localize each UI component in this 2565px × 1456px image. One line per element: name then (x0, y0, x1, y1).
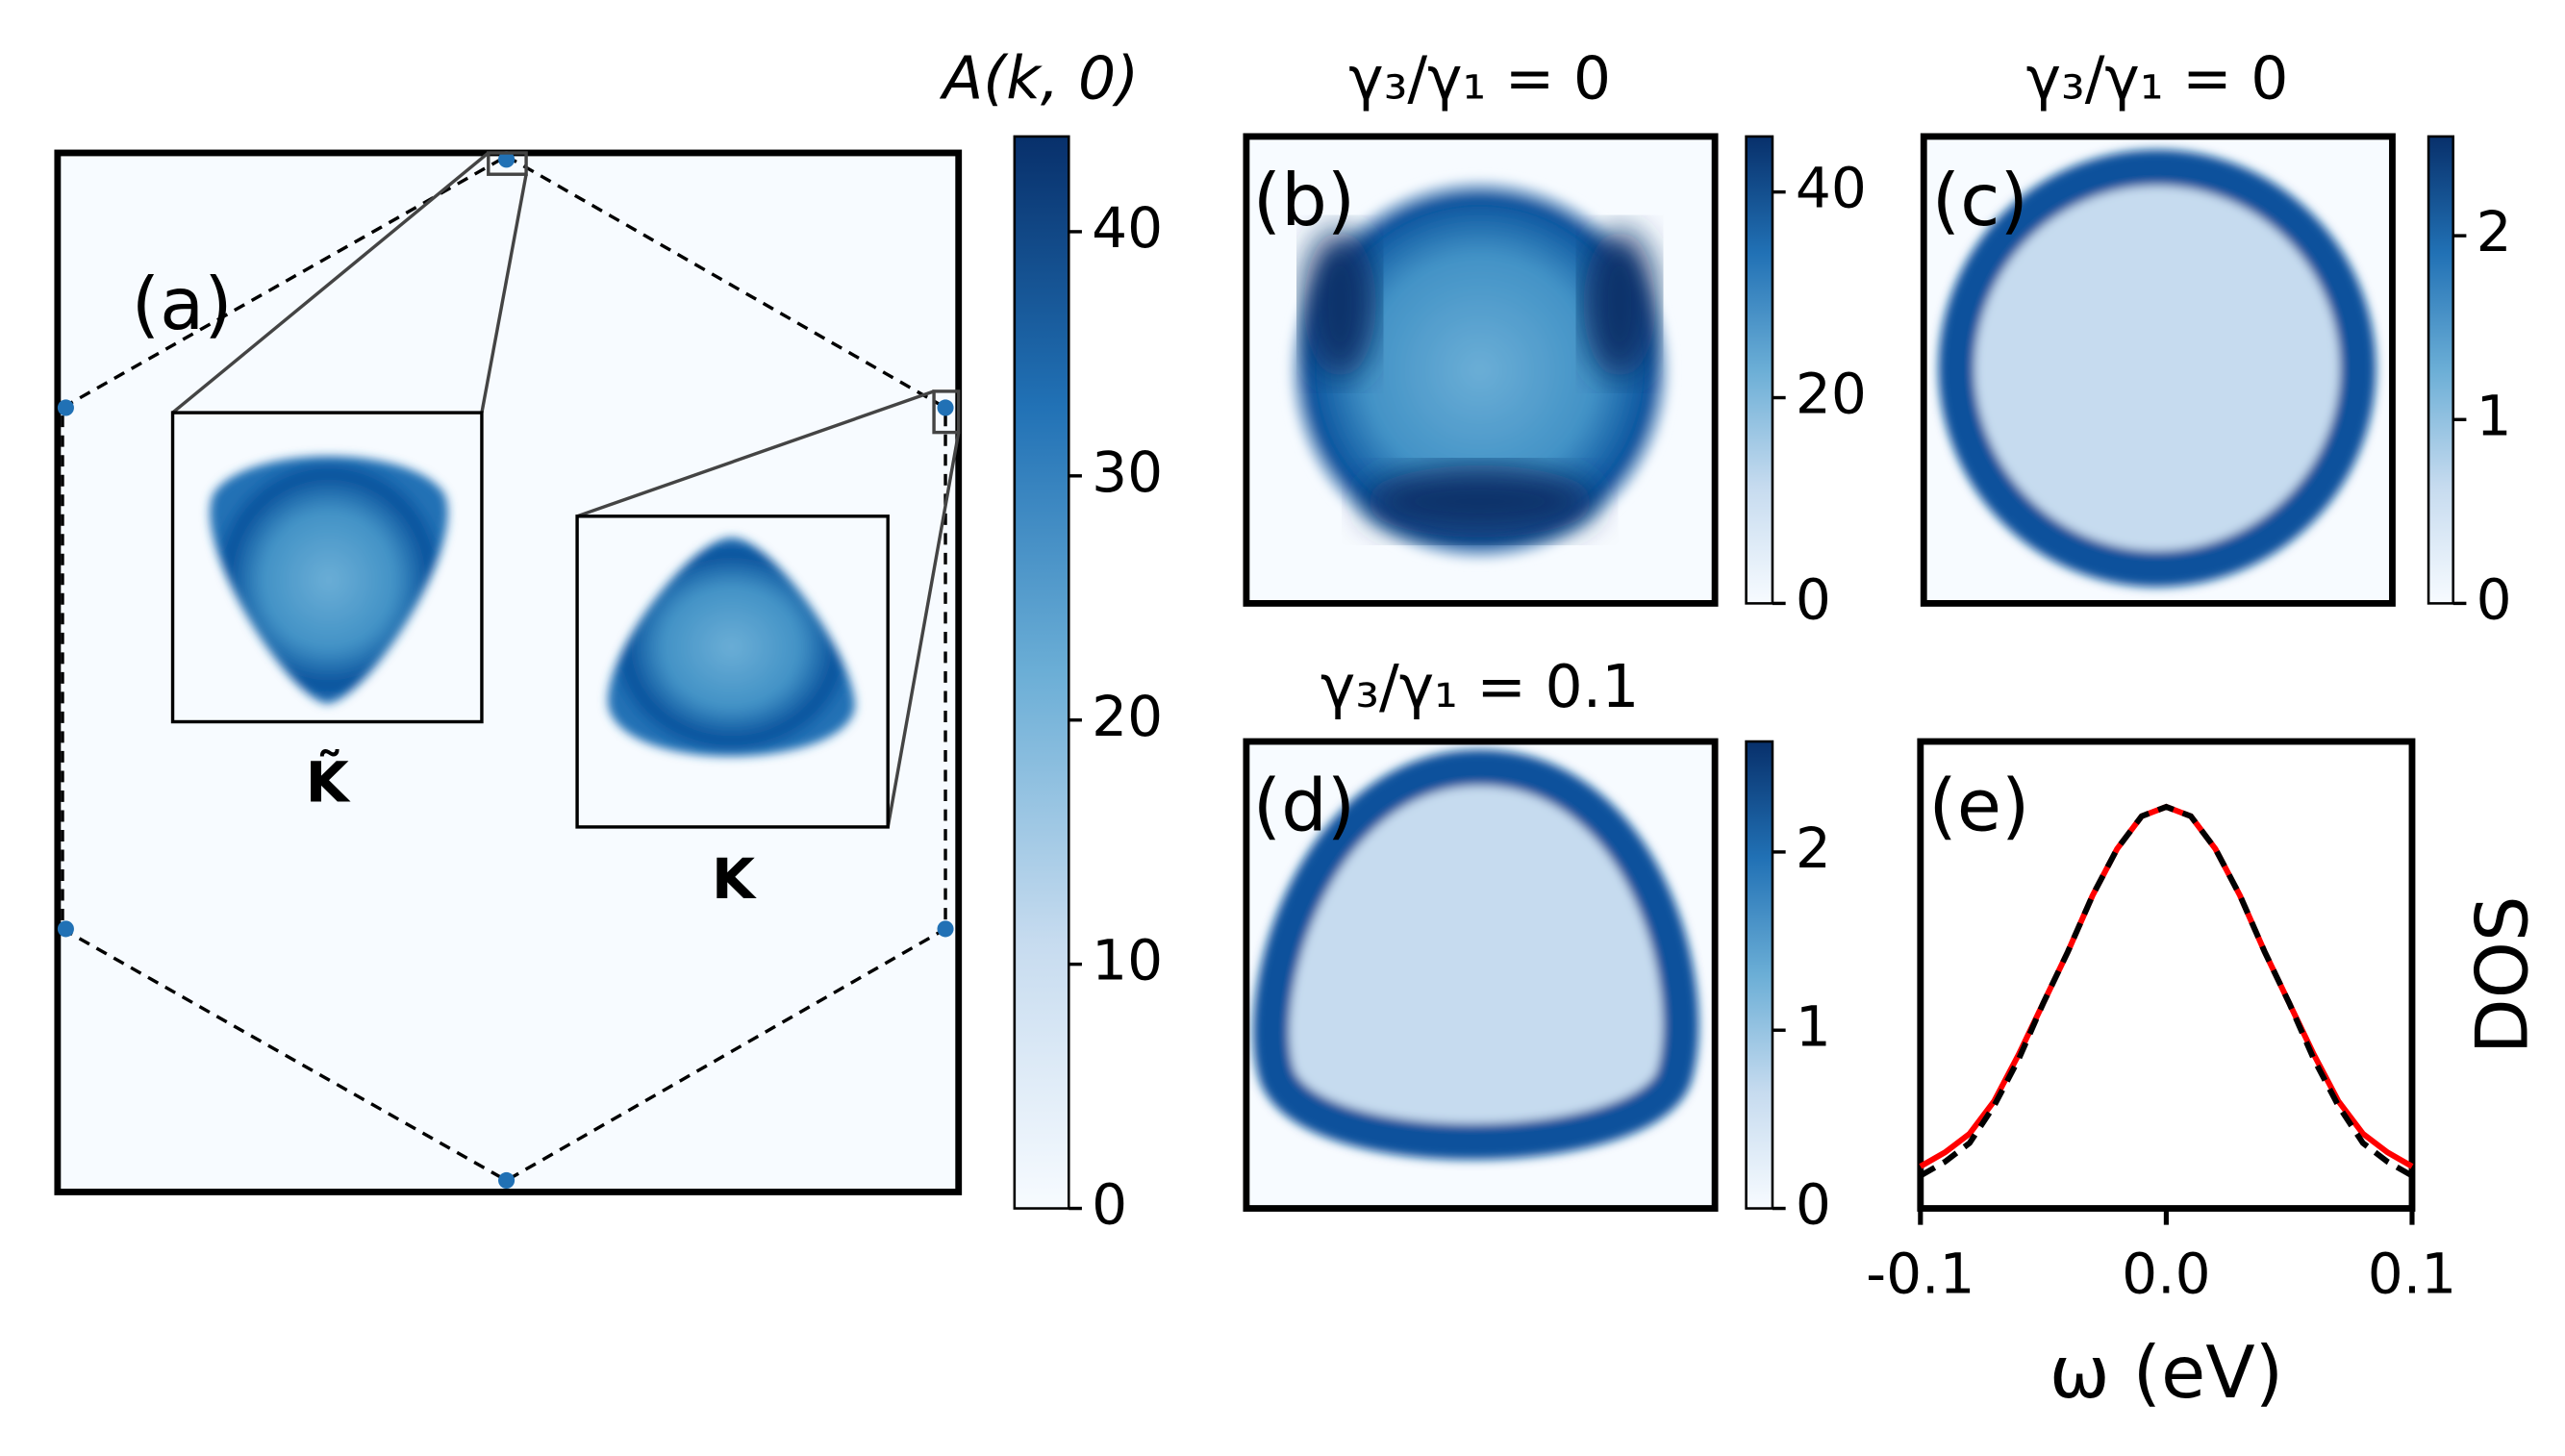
panel-frame (1920, 133, 2396, 607)
colorbar-tick-label: 20 (1092, 684, 1163, 749)
map (1289, 179, 1671, 561)
map (1253, 749, 1699, 1160)
panel-title: A(k, 0) (939, 44, 1139, 113)
colorbar-tick-label: 0 (1796, 567, 1831, 633)
colorbar-tick-label: 20 (1796, 362, 1867, 427)
colorbar-tick-label: 40 (1796, 156, 1867, 221)
colorbar-tick-label: 0 (2477, 567, 2512, 633)
x-tick-label: 0.0 (2122, 1241, 2210, 1306)
colorbar (2427, 135, 2454, 605)
colorbar (1745, 740, 1774, 1210)
point-label: K (712, 846, 757, 912)
panel-label: (b) (1253, 158, 1355, 242)
panel-title: γ₃/γ₁ = 0 (2026, 44, 2289, 113)
zoom-box (487, 151, 528, 176)
colorbar-tick-label: 2 (1796, 816, 1831, 881)
line (1919, 803, 2414, 1179)
panel-label: (e) (1928, 763, 2029, 847)
zoom-box (932, 389, 961, 435)
y-axis-label: DOS (2460, 895, 2545, 1054)
panel-label: (a) (132, 262, 233, 346)
map (1583, 230, 1656, 379)
colorbar-tick-label: 40 (1092, 195, 1163, 261)
panel-title: γ₃/γ₁ = 0 (1348, 44, 1611, 113)
x-tick-label: 0.1 (2368, 1241, 2456, 1306)
panel-title: γ₃/γ₁ = 0.1 (1320, 652, 1639, 721)
map (1938, 149, 2376, 588)
line (1919, 803, 2414, 1169)
colorbar-tick-label: 1 (1796, 993, 1831, 1059)
colorbar-tick-label: 1 (2477, 383, 2512, 448)
panel-frame (1243, 738, 1719, 1212)
colorbar-tick-label: 0 (1796, 1172, 1831, 1238)
colorbar-tick-label: 10 (1092, 928, 1163, 993)
colorbar-tick-label: 0 (1092, 1172, 1127, 1238)
map (1303, 230, 1376, 379)
inset-map (210, 456, 448, 704)
colorbar (1745, 135, 1774, 605)
colorbar-tick-label: 30 (1092, 439, 1163, 505)
zoom-lines (171, 151, 961, 828)
panel-frame (1243, 133, 1719, 607)
x-axis-label: ω (eV) (2049, 1330, 2283, 1415)
colorbar-tick-label: 2 (2477, 199, 2512, 264)
x-tick-label: -0.1 (1866, 1241, 1974, 1306)
point-label: K̃ (306, 749, 351, 816)
inset-map (608, 538, 856, 757)
panel-label: (d) (1253, 763, 1355, 847)
panel-label: (c) (1932, 158, 2028, 242)
colorbar (1013, 135, 1070, 1210)
k-points (57, 151, 954, 1190)
map (1364, 464, 1596, 539)
